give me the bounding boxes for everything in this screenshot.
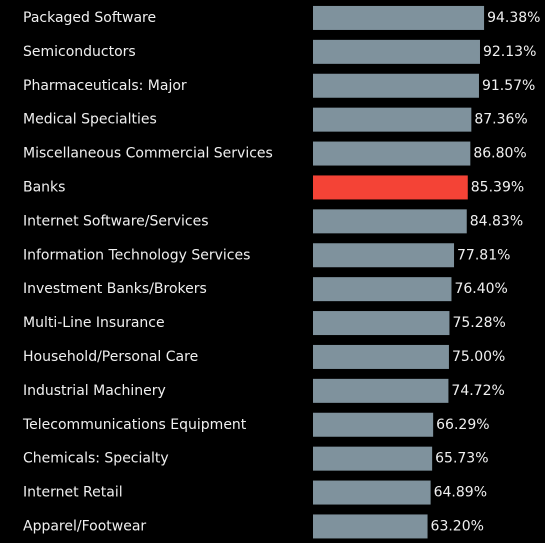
bar: [313, 141, 471, 166]
category-label: Internet Software/Services: [23, 213, 209, 229]
value-label: 85.39%: [471, 179, 524, 195]
bar: [313, 480, 431, 505]
category-label: Medical Specialties: [23, 112, 157, 128]
bar: [313, 175, 468, 200]
value-label: 75.28%: [452, 315, 505, 331]
category-label: Semiconductors: [23, 44, 136, 60]
category-label: Miscellaneous Commercial Services: [23, 146, 273, 162]
value-label: 87.36%: [474, 112, 527, 128]
value-label: 75.00%: [452, 349, 505, 365]
bar: [313, 107, 472, 132]
value-label: 74.72%: [451, 383, 504, 399]
category-label: Packaged Software: [23, 10, 156, 26]
category-label: Banks: [23, 179, 65, 195]
bar: [313, 446, 433, 471]
bar: [313, 311, 450, 336]
bar: [313, 344, 449, 369]
category-label: Chemicals: Specialty: [23, 451, 169, 467]
value-label: 64.89%: [434, 485, 487, 501]
value-label: 86.80%: [473, 146, 526, 162]
category-label: Investment Banks/Brokers: [23, 281, 207, 297]
value-label: 91.57%: [482, 78, 535, 94]
bar: [313, 514, 428, 539]
category-label: Internet Retail: [23, 485, 123, 501]
category-label: Multi-Line Insurance: [23, 315, 165, 331]
value-label: 65.73%: [435, 451, 488, 467]
value-label: 92.13%: [483, 44, 536, 60]
value-label: 94.38%: [487, 10, 540, 26]
bar: [313, 73, 479, 98]
bar: [313, 5, 485, 30]
category-label: Telecommunications Equipment: [22, 417, 247, 433]
category-label: Household/Personal Care: [23, 349, 198, 365]
value-label: 84.83%: [470, 213, 523, 229]
bar: [313, 243, 455, 268]
bar: [313, 378, 449, 403]
category-label: Apparel/Footwear: [23, 518, 146, 534]
value-label: 76.40%: [454, 281, 507, 297]
value-label: 77.81%: [457, 247, 510, 263]
value-label: 63.20%: [431, 518, 484, 534]
bar: [313, 39, 480, 64]
bar: [313, 277, 452, 302]
category-label: Industrial Machinery: [23, 383, 166, 399]
bar: [313, 209, 467, 234]
value-label: 66.29%: [436, 417, 489, 433]
bar: [313, 412, 434, 437]
category-label: Information Technology Services: [23, 247, 250, 263]
category-label: Pharmaceuticals: Major: [23, 78, 187, 94]
